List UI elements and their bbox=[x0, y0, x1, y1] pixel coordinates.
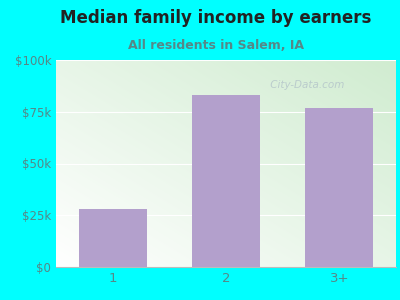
Text: City-Data.com: City-Data.com bbox=[267, 80, 344, 90]
Bar bbox=[192, 95, 260, 267]
Bar bbox=[305, 108, 373, 267]
Text: Median family income by earners: Median family income by earners bbox=[60, 9, 372, 27]
Text: All residents in Salem, IA: All residents in Salem, IA bbox=[128, 39, 304, 52]
Bar bbox=[79, 209, 147, 267]
